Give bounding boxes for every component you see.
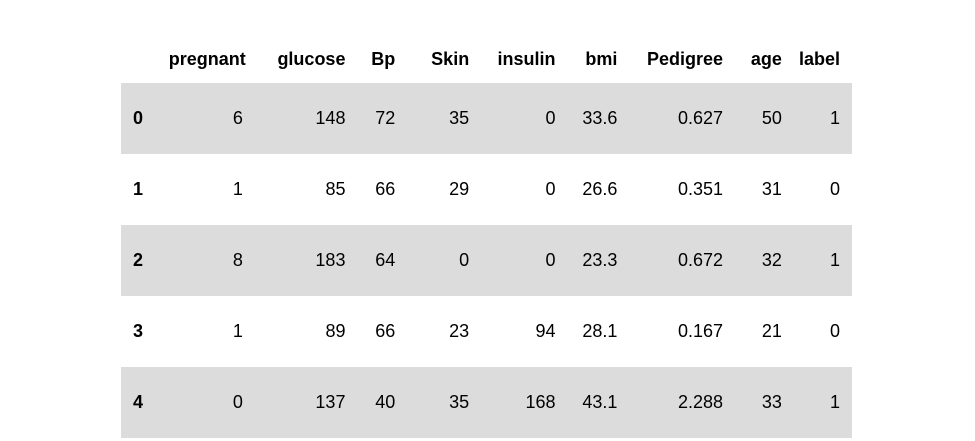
cell-bp: 66 <box>375 321 396 341</box>
cell-pedigree: 2.288 <box>677 392 723 412</box>
cell-age: 31 <box>761 179 782 199</box>
row-index: 3 <box>133 321 144 341</box>
row-index: 0 <box>133 108 144 128</box>
table-body: 0 6 148 72 35 0 33.6 0.627 50 1 1 1 85 6… <box>121 83 852 438</box>
row-index: 4 <box>133 392 144 412</box>
cell-pedigree: 0.627 <box>677 108 723 128</box>
cell-glucose: 89 <box>325 321 346 341</box>
row-index: 2 <box>133 250 144 270</box>
cell-age: 33 <box>761 392 782 412</box>
index-header <box>121 36 169 83</box>
cell-pregnant: 6 <box>232 108 243 128</box>
cell-bmi: 23.3 <box>582 250 618 270</box>
cell-bp: 64 <box>375 250 396 270</box>
table-header: pregnant glucose Bp Skin insulin bmi Ped… <box>121 36 852 83</box>
cell-bp: 66 <box>375 179 396 199</box>
cell-pregnant: 1 <box>232 179 243 199</box>
cell-bmi: 43.1 <box>582 392 618 412</box>
column-header-bmi: bmi <box>585 49 618 69</box>
cell-insulin: 0 <box>545 250 556 270</box>
cell-skin: 0 <box>459 250 470 270</box>
cell-insulin: 94 <box>535 321 556 341</box>
cell-insulin: 0 <box>545 108 556 128</box>
dataframe-output: pregnant glucose Bp Skin insulin bmi Ped… <box>121 36 852 438</box>
cell-label: 1 <box>829 392 840 412</box>
cell-glucose: 85 <box>325 179 346 199</box>
column-header-bp: Bp <box>371 49 396 69</box>
cell-skin: 35 <box>449 108 470 128</box>
table-row: 2 8 183 64 0 0 23.3 0.672 32 1 <box>121 225 852 296</box>
cell-pedigree: 0.167 <box>677 321 723 341</box>
cell-bp: 40 <box>375 392 396 412</box>
cell-pregnant: 0 <box>232 392 243 412</box>
table-row: 1 1 85 66 29 0 26.6 0.351 31 0 <box>121 154 852 225</box>
cell-age: 50 <box>761 108 782 128</box>
cell-pregnant: 8 <box>232 250 243 270</box>
cell-insulin: 0 <box>545 179 556 199</box>
dataframe-table: pregnant glucose Bp Skin insulin bmi Ped… <box>121 36 852 438</box>
column-header-skin: Skin <box>431 49 470 69</box>
cell-skin: 23 <box>449 321 470 341</box>
cell-glucose: 183 <box>315 250 346 270</box>
column-header-age: age <box>750 49 782 69</box>
cell-label: 0 <box>829 179 840 199</box>
cell-pedigree: 0.672 <box>677 250 723 270</box>
cell-pregnant: 1 <box>232 321 243 341</box>
cell-label: 1 <box>829 250 840 270</box>
cell-pedigree: 0.351 <box>677 179 723 199</box>
cell-bmi: 28.1 <box>582 321 618 341</box>
header-row: pregnant glucose Bp Skin insulin bmi Ped… <box>121 36 852 83</box>
cell-age: 32 <box>761 250 782 270</box>
cell-insulin: 168 <box>525 392 556 412</box>
column-header-insulin: insulin <box>497 49 556 69</box>
cell-bp: 72 <box>375 108 396 128</box>
cell-bmi: 33.6 <box>582 108 618 128</box>
cell-skin: 35 <box>449 392 470 412</box>
column-header-glucose: glucose <box>277 49 346 69</box>
cell-glucose: 137 <box>315 392 346 412</box>
cell-label: 1 <box>829 108 840 128</box>
column-header-pregnant: pregnant <box>168 49 246 69</box>
table-row: 4 0 137 40 35 168 43.1 2.288 33 1 <box>121 367 852 438</box>
table-row: 3 1 89 66 23 94 28.1 0.167 21 0 <box>121 296 852 367</box>
cell-skin: 29 <box>449 179 470 199</box>
row-index: 1 <box>133 179 144 199</box>
column-header-label: label <box>798 49 840 69</box>
cell-bmi: 26.6 <box>582 179 618 199</box>
cell-glucose: 148 <box>315 108 346 128</box>
cell-age: 21 <box>761 321 782 341</box>
column-header-pedigree: Pedigree <box>646 49 723 69</box>
table-row: 0 6 148 72 35 0 33.6 0.627 50 1 <box>121 83 852 154</box>
cell-label: 0 <box>829 321 840 341</box>
